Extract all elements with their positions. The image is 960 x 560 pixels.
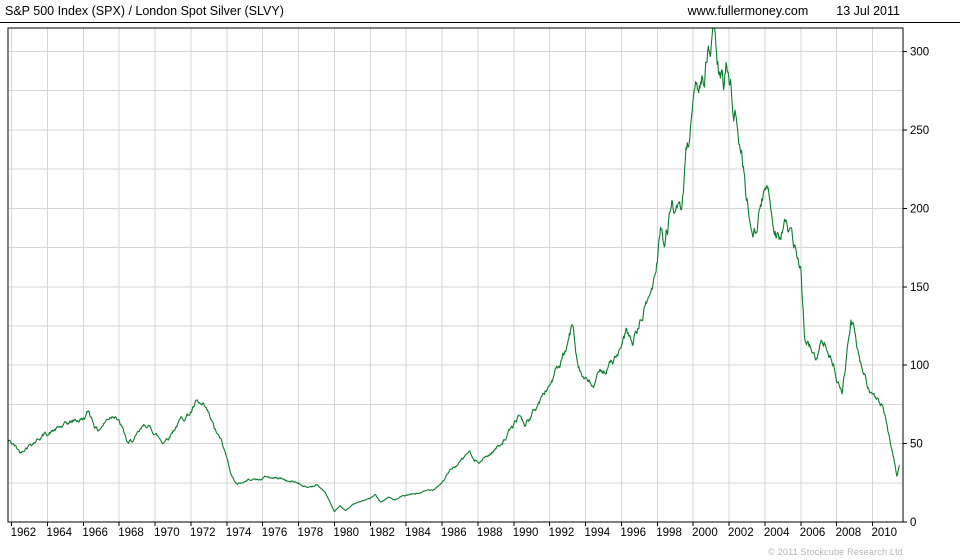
chart-area: 0 50 100 150 200 250 300 1962 1964 1966 1968 1970 19… (0, 23, 960, 560)
y-tick-label: 50 (910, 439, 923, 451)
x-tick-label: 1990 (513, 527, 539, 539)
chart-date: 13 Jul 2011 (836, 4, 900, 18)
copyright-text: © 2011 Stockcube Research Ltd (768, 547, 903, 557)
x-tick-label: 1984 (405, 527, 431, 539)
x-tick-label: 1978 (298, 527, 324, 539)
y-tick-label: 150 (910, 282, 929, 294)
ratio-line (7, 27, 900, 512)
y-tick-label: 200 (910, 203, 929, 215)
y-tick-label: 250 (910, 125, 929, 137)
y-tick-label: 0 (910, 517, 916, 529)
ratio-line-chart: 0 50 100 150 200 250 300 1962 1964 1966 1968 1970 19… (7, 27, 929, 539)
y-tick-label: 300 (910, 47, 929, 59)
x-tick-label: 1980 (333, 527, 359, 539)
chart-title: S&P 500 Index (SPX) / London Spot Silver… (5, 4, 284, 18)
x-tick-label: 1966 (82, 527, 108, 539)
x-tick-label: 1974 (226, 527, 252, 539)
x-tick-label: 1998 (656, 527, 682, 539)
x-tick-label: 2008 (836, 527, 862, 539)
chart-header: S&P 500 Index (SPX) / London Spot Silver… (0, 0, 960, 23)
x-tick-label: 2002 (728, 527, 754, 539)
x-tick-label: 2010 (872, 527, 898, 539)
x-tick-label: 1972 (190, 527, 216, 539)
header-right-group: www.fullermoney.com 13 Jul 2011 (688, 4, 954, 18)
x-tick-label: 2004 (764, 527, 790, 539)
x-tick-label: 1968 (118, 527, 144, 539)
x-tick-label: 1994 (585, 527, 611, 539)
y-tick-label: 100 (910, 360, 929, 372)
x-tick-label: 1996 (620, 527, 646, 539)
x-tick-label: 1970 (154, 527, 180, 539)
x-tick-label: 1986 (441, 527, 467, 539)
x-tick-label: 1982 (369, 527, 395, 539)
x-tick-label: 2000 (692, 527, 718, 539)
x-tick-label: 1992 (549, 527, 575, 539)
axis-frame (7, 27, 904, 523)
x-tick-label: 1964 (46, 527, 72, 539)
x-tick-label: 1988 (477, 527, 503, 539)
x-tick-label: 1976 (262, 527, 288, 539)
x-tick-label: 2006 (800, 527, 826, 539)
website-link[interactable]: www.fullermoney.com (687, 4, 809, 18)
x-tick-label: 1962 (11, 527, 37, 539)
